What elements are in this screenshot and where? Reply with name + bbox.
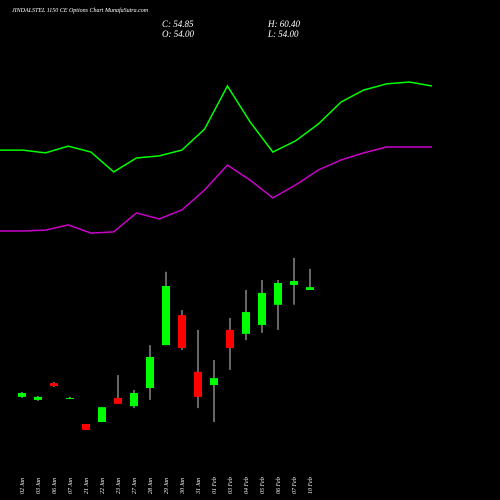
candle-body	[114, 397, 122, 404]
x-tick-label: 03 Jan	[36, 478, 42, 494]
x-tick-label: 02 Jan	[20, 478, 26, 494]
close-label: C: 54.85	[162, 19, 194, 29]
x-tick-label: 03 Feb	[228, 477, 234, 494]
x-tick-label: 07 Jan	[68, 478, 74, 494]
x-tick-label: 28 Jan	[148, 478, 154, 494]
x-tick-label: 27 Jan	[132, 478, 138, 494]
candle-body	[306, 287, 314, 290]
candle-body	[130, 392, 138, 407]
candle-body	[226, 329, 234, 349]
candle-body	[82, 424, 90, 430]
x-tick-label: 01 Feb	[212, 477, 218, 494]
candle-body	[98, 407, 106, 423]
candle-body	[66, 397, 74, 399]
candle-body	[178, 315, 186, 349]
candle-body	[194, 371, 202, 397]
indicator-line	[0, 146, 432, 234]
candle-body	[274, 283, 282, 305]
x-tick-label: 22 Jan	[100, 478, 106, 494]
high-label: H: 60.40	[267, 19, 300, 29]
x-tick-label: 04 Feb	[243, 477, 250, 494]
candle-body	[258, 292, 266, 325]
candle-body	[50, 383, 58, 387]
x-tick-label: 23 Jan	[116, 478, 122, 494]
indicator-line	[0, 81, 433, 173]
chart-title: JINDALSTEL 1150 CE Options Chart MunafaS…	[12, 7, 149, 14]
x-tick-label: 10 Feb	[308, 477, 314, 494]
candle-body	[146, 356, 154, 389]
candle-body	[242, 312, 250, 334]
x-tick-label: 29 Jan	[164, 478, 170, 494]
x-tick-label: 30 Jan	[180, 478, 186, 495]
x-tick-label: 31 Jan	[196, 478, 202, 495]
low-label: L: 54.00	[267, 29, 299, 39]
open-label: O: 54.00	[162, 29, 194, 39]
candle-body	[210, 378, 218, 386]
x-tick-label: 05 Feb	[260, 477, 266, 494]
candle-body	[18, 392, 26, 397]
x-tick-label: 06 Jan	[52, 478, 58, 494]
candle-body	[162, 285, 170, 346]
x-tick-label: 21 Jan	[84, 478, 90, 494]
candle-body	[34, 396, 42, 400]
x-tick-label: 07 Feb	[292, 477, 298, 494]
x-tick-label: 06 Feb	[276, 477, 282, 494]
candle-body	[290, 281, 298, 285]
